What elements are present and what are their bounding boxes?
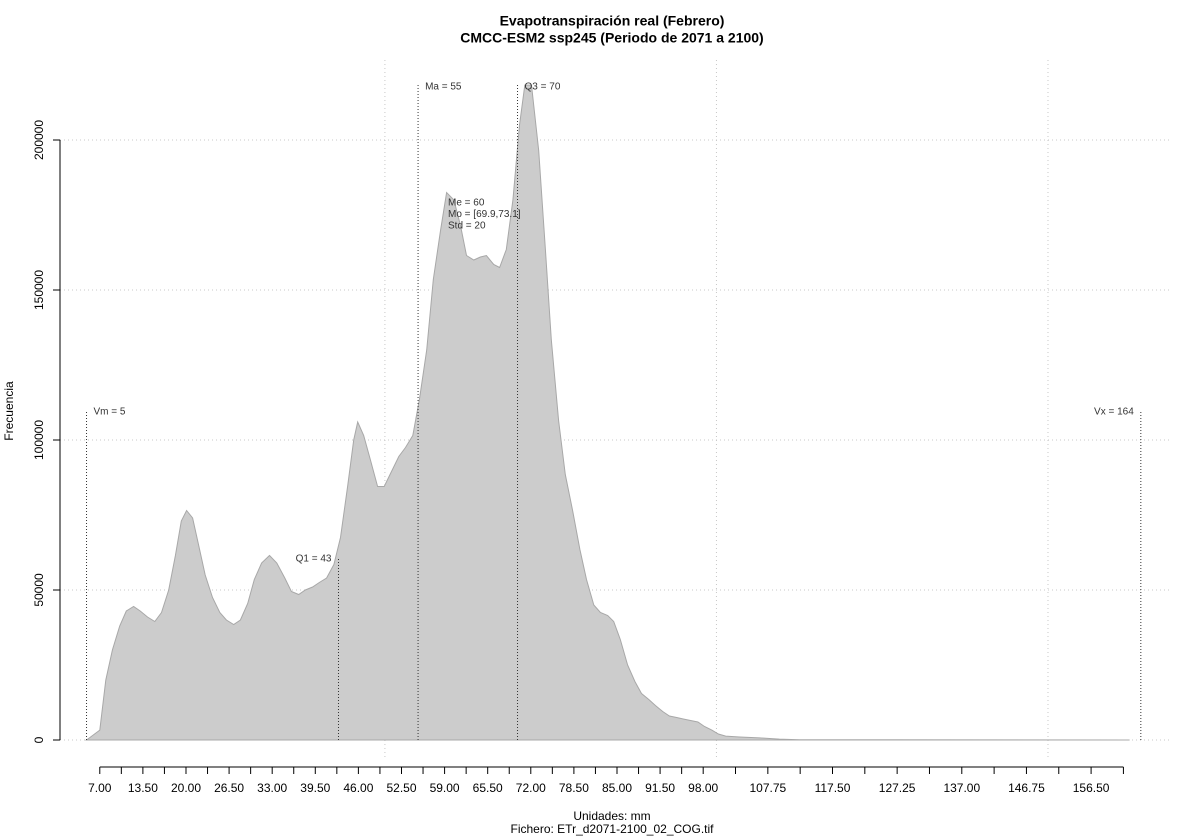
y-tick-label: 150000 bbox=[32, 270, 46, 310]
x-tick-label: 107.75 bbox=[749, 781, 786, 795]
x-tick-label: 52.50 bbox=[386, 781, 416, 795]
stat-label: Q1 = 43 bbox=[296, 554, 332, 565]
y-tick-label: 50000 bbox=[32, 573, 46, 607]
stat-text: Std = 20 bbox=[448, 221, 486, 232]
x-tick-label: 7.00 bbox=[88, 781, 112, 795]
x-tick-label: 39.50 bbox=[300, 781, 330, 795]
x-tick-label: 156.50 bbox=[1073, 781, 1110, 795]
stat-label: Vm = 5 bbox=[94, 407, 126, 418]
chart-title: Evapotranspiración real (Febrero) bbox=[500, 13, 725, 29]
stat-label: Q3 = 70 bbox=[525, 82, 561, 93]
file-label: Fichero: ETr_d2071-2100_02_COG.tif bbox=[511, 822, 715, 836]
x-tick-label: 98.00 bbox=[688, 781, 718, 795]
x-tick-label: 137.00 bbox=[943, 781, 980, 795]
stat-text: Me = 60 bbox=[448, 198, 485, 209]
x-tick-label: 127.25 bbox=[879, 781, 916, 795]
x-tick-label: 117.50 bbox=[815, 781, 851, 795]
x-tick-label: 13.50 bbox=[128, 781, 158, 795]
x-tick-label: 26.50 bbox=[214, 781, 244, 795]
y-tick-label: 0 bbox=[32, 736, 46, 743]
chart-subtitle: CMCC-ESM2 ssp245 (Periodo de 2071 a 2100… bbox=[460, 30, 763, 46]
y-tick-label: 100000 bbox=[32, 420, 46, 460]
stat-text: Mo = [69.9,73.1] bbox=[448, 209, 521, 220]
x-tick-label: 59.00 bbox=[430, 781, 460, 795]
x-tick-label: 146.75 bbox=[1008, 781, 1045, 795]
x-tick-label: 20.00 bbox=[171, 781, 201, 795]
x-tick-label: 91.50 bbox=[645, 781, 675, 795]
x-tick-label: 85.00 bbox=[602, 781, 632, 795]
y-axis-label: Frecuencia bbox=[2, 381, 16, 441]
x-axis-label: Unidades: mm bbox=[573, 809, 650, 823]
x-tick-label: 72.00 bbox=[516, 781, 546, 795]
stat-label: Ma = 55 bbox=[425, 82, 462, 93]
stat-label: Vx = 164 bbox=[1094, 407, 1134, 418]
x-tick-label: 46.00 bbox=[343, 781, 373, 795]
x-tick-label: 65.50 bbox=[473, 781, 503, 795]
x-tick-label: 78.50 bbox=[559, 781, 589, 795]
x-tick-label: 33.00 bbox=[257, 781, 287, 795]
y-tick-label: 200000 bbox=[32, 120, 46, 160]
density-area bbox=[84, 84, 1130, 741]
